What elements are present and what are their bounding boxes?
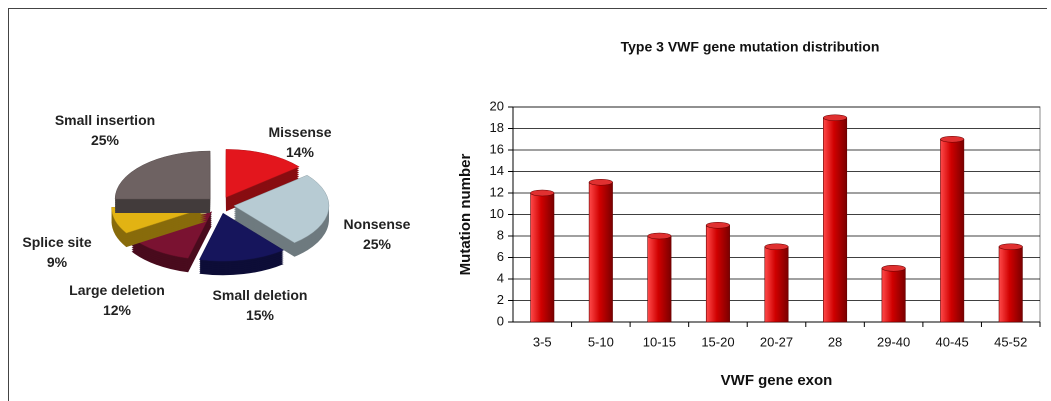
pie-slice — [131, 211, 213, 273]
pie-label-value: 25% — [362, 236, 392, 252]
x-tick-label: 28 — [828, 334, 842, 349]
pie-label-value: 15% — [245, 307, 275, 323]
bar — [764, 243, 789, 323]
x-tick-label: 45-52 — [994, 334, 1027, 349]
y-axis-label: Mutation number — [457, 154, 474, 276]
y-tick-label: 4 — [497, 270, 504, 285]
bar-cap — [998, 243, 1023, 251]
pie-label-value: 25% — [90, 132, 120, 148]
pie-label-name: Small deletion — [212, 287, 308, 303]
x-tick-label: 5-10 — [588, 334, 614, 349]
bar-body — [940, 138, 965, 323]
x-tick-label: 40-45 — [936, 334, 969, 349]
bar-cap — [940, 135, 965, 143]
pie-label: Nonsense 25% — [322, 214, 432, 254]
bar-body — [764, 246, 789, 323]
x-tick-label: 29-40 — [877, 334, 910, 349]
bar-cap — [530, 189, 555, 197]
pie-slice — [114, 150, 211, 214]
bar — [940, 135, 965, 323]
pie-label-name: Small insertion — [54, 112, 156, 128]
bar-body — [705, 224, 730, 323]
bar — [881, 264, 906, 323]
x-tick-label: 15-20 — [701, 334, 734, 349]
bar — [588, 178, 613, 323]
pie-slice-top — [111, 207, 207, 234]
pie-label: Splice site 9% — [2, 232, 112, 272]
y-tick-label: 8 — [497, 227, 504, 242]
pie-label: Small deletion 15% — [205, 285, 315, 325]
pie-slice-top — [199, 212, 285, 262]
pie-slice — [233, 174, 330, 257]
bar-body — [881, 267, 906, 323]
bar-body — [823, 117, 848, 323]
y-tick-label: 14 — [490, 163, 504, 178]
bar-cap — [588, 178, 613, 186]
pie-label-value: 9% — [46, 254, 68, 270]
y-tick-label: 2 — [497, 292, 504, 307]
bar-cap — [705, 221, 730, 229]
bar-cap — [647, 232, 672, 240]
pie-slice — [225, 149, 300, 212]
pie-label-name: Missense — [268, 124, 332, 140]
pie-label: Missense 14% — [245, 122, 355, 162]
y-tick-label: 18 — [490, 120, 504, 135]
pie-label-name: Nonsense — [343, 216, 411, 232]
bar-cap — [764, 243, 789, 251]
y-tick-label: 0 — [497, 313, 504, 328]
bar-body — [588, 181, 613, 323]
pie-label: Large deletion 12% — [62, 280, 172, 320]
y-tick-label: 12 — [490, 184, 504, 199]
x-tick-label: 3-5 — [533, 334, 552, 349]
pie-slice-top — [225, 149, 300, 198]
pie-label-value: 12% — [102, 302, 132, 318]
y-tick-label: 6 — [497, 249, 504, 264]
pie-label-name: Large deletion — [69, 282, 165, 298]
pie-slice-top — [114, 150, 211, 200]
frame — [8, 8, 1047, 401]
bar — [530, 189, 555, 323]
bar — [705, 221, 730, 323]
y-tick-label: 16 — [490, 141, 504, 156]
bar-cap — [881, 264, 906, 272]
bar-body — [530, 192, 555, 323]
bar — [823, 114, 848, 323]
pie-slice — [111, 207, 207, 248]
x-tick-label: 10-15 — [643, 334, 676, 349]
x-axis-label: VWF gene exon — [721, 372, 833, 389]
bar-body — [998, 246, 1023, 323]
bar — [647, 232, 672, 323]
bar-cap — [823, 114, 848, 122]
bar-body — [647, 235, 672, 323]
x-tick-label: 20-27 — [760, 334, 793, 349]
pie-slice — [199, 212, 285, 276]
bar — [998, 243, 1023, 323]
chart-title: Type 3 VWF gene mutation distribution — [621, 39, 880, 55]
pie-label-value: 14% — [285, 144, 315, 160]
pie-label: Small insertion 25% — [50, 110, 160, 150]
y-tick-label: 20 — [490, 98, 504, 113]
pie-label-name: Splice site — [22, 234, 92, 250]
y-tick-label: 10 — [490, 206, 504, 221]
pie-slice-top — [233, 174, 330, 244]
